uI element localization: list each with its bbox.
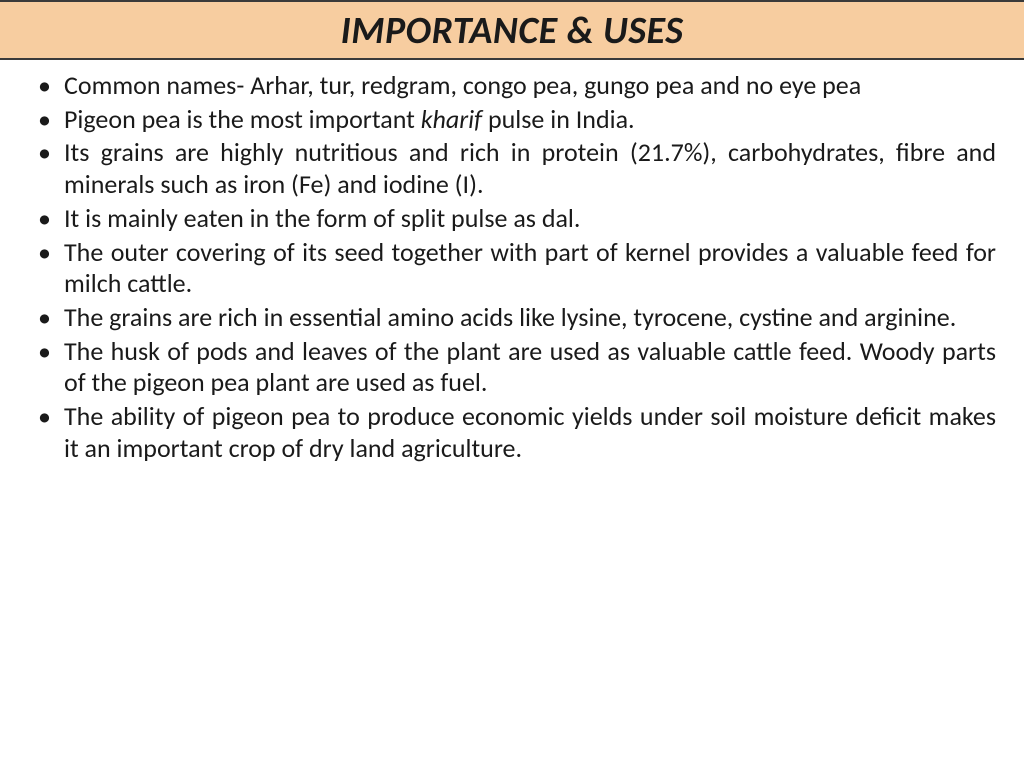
bullet-text-emphasis: kharif bbox=[421, 103, 482, 135]
bullet-text: It is mainly eaten in the form of split … bbox=[64, 202, 580, 234]
slide-content: Common names- Arhar, tur, redgram, congo… bbox=[0, 60, 1024, 465]
bullet-text: Common names- Arhar, tur, redgram, congo… bbox=[64, 69, 861, 101]
bullet-item: The grains are rich in essential amino a… bbox=[28, 302, 996, 334]
slide-title: IMPORTANCE & USES bbox=[341, 8, 684, 54]
bullet-item: The ability of pigeon pea to produce eco… bbox=[28, 401, 996, 464]
bullet-item: It is mainly eaten in the form of split … bbox=[28, 203, 996, 235]
title-bar: IMPORTANCE & USES bbox=[0, 0, 1024, 60]
bullet-text: The grains are rich in essential amino a… bbox=[64, 301, 956, 333]
bullet-item: Pigeon pea is the most important kharif … bbox=[28, 104, 996, 136]
bullet-list: Common names- Arhar, tur, redgram, congo… bbox=[28, 70, 996, 465]
bullet-text: The husk of pods and leaves of the plant… bbox=[64, 335, 996, 399]
bullet-item: The outer covering of its seed together … bbox=[28, 237, 996, 300]
bullet-text: Its grains are highly nutritious and ric… bbox=[64, 136, 996, 200]
bullet-text: The outer covering of its seed together … bbox=[64, 236, 996, 300]
bullet-item: Its grains are highly nutritious and ric… bbox=[28, 137, 996, 200]
bullet-text: Pigeon pea is the most important bbox=[64, 103, 421, 135]
bullet-item: The husk of pods and leaves of the plant… bbox=[28, 336, 996, 399]
bullet-item: Common names- Arhar, tur, redgram, congo… bbox=[28, 70, 996, 102]
bullet-text: The ability of pigeon pea to produce eco… bbox=[64, 400, 996, 464]
bullet-text: pulse in India. bbox=[482, 103, 635, 135]
